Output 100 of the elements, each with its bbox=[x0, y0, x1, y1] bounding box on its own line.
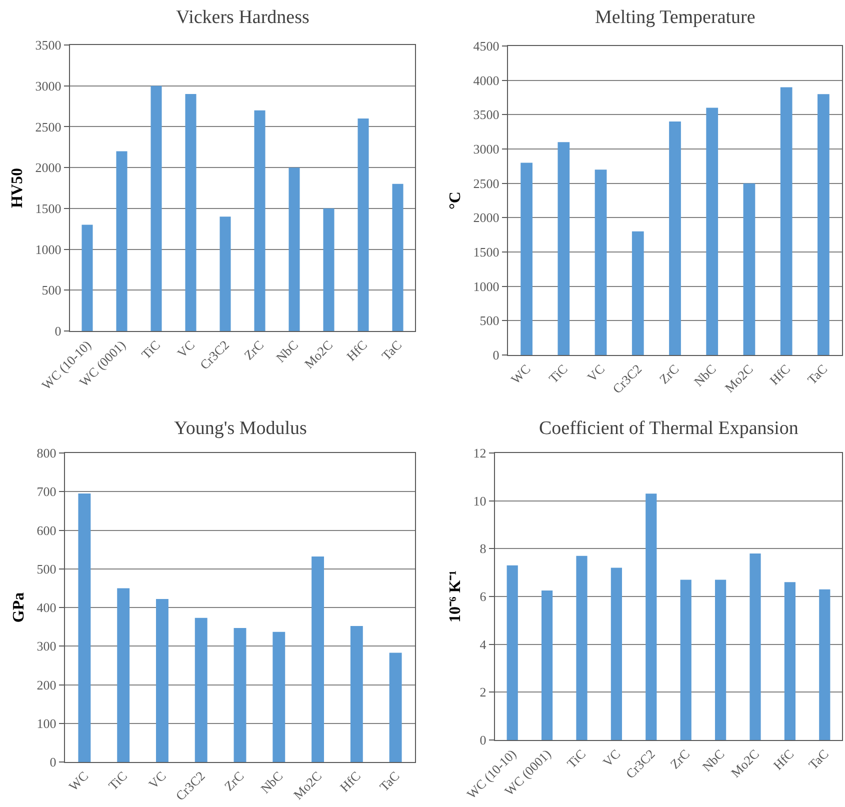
y-tick-label: 2500 bbox=[35, 119, 62, 134]
y-tick-label: 2500 bbox=[473, 176, 500, 191]
y-tick-label: 4000 bbox=[473, 72, 500, 88]
chart-title: Coefficient of Thermal Expansion bbox=[539, 418, 799, 439]
bar bbox=[610, 568, 622, 740]
x-tick-label: HfC bbox=[766, 361, 794, 388]
bar bbox=[234, 628, 246, 762]
y-tick-label: 4500 bbox=[473, 38, 500, 54]
y-tick-label: 500 bbox=[36, 561, 56, 576]
bar bbox=[150, 86, 162, 331]
x-tick-label: HfC bbox=[336, 768, 364, 795]
bar bbox=[594, 170, 607, 355]
y-tick-label: 300 bbox=[36, 638, 56, 654]
bar bbox=[646, 494, 657, 740]
y-tick-label: 10 bbox=[473, 493, 486, 508]
x-tick-label: TaC bbox=[806, 746, 832, 772]
chart-title: Vickers Hardness bbox=[176, 7, 310, 28]
y-tick-label: 2000 bbox=[473, 210, 500, 226]
y-tick-label: 1500 bbox=[35, 200, 62, 216]
chart-title: Melting Temperature bbox=[595, 7, 756, 28]
bar bbox=[520, 162, 532, 355]
x-tick-label: TaC bbox=[376, 768, 402, 794]
x-tick-label: TiC bbox=[546, 361, 570, 386]
y-tick-label: 200 bbox=[36, 677, 56, 692]
y-axis-title: 10⁻⁶ K⁻¹ bbox=[447, 570, 464, 623]
y-tick-label: 3000 bbox=[473, 142, 500, 157]
x-tick-label: HfC bbox=[344, 337, 370, 364]
y-tick-label: 0 bbox=[492, 348, 500, 363]
bar bbox=[254, 110, 266, 331]
y-tick-label: 12 bbox=[473, 446, 486, 461]
y-tick-label: 3000 bbox=[35, 78, 62, 94]
bar bbox=[312, 556, 324, 762]
bar bbox=[780, 87, 792, 355]
x-tick-label: ZrC bbox=[241, 337, 266, 363]
bar bbox=[156, 599, 168, 762]
bar bbox=[819, 589, 830, 740]
y-tick-label: 6 bbox=[480, 589, 487, 604]
bar bbox=[784, 582, 796, 740]
bar bbox=[632, 231, 644, 355]
bar bbox=[185, 94, 196, 331]
bar bbox=[818, 94, 830, 355]
bar bbox=[358, 118, 369, 331]
x-tick-label: VC bbox=[146, 768, 169, 792]
y-tick-label: 100 bbox=[36, 716, 56, 731]
bar bbox=[715, 580, 726, 740]
y-tick-label: 2000 bbox=[35, 160, 62, 176]
y-axis-title: °C bbox=[447, 192, 464, 210]
bar bbox=[116, 151, 128, 331]
y-tick-label: 500 bbox=[42, 282, 62, 298]
bar bbox=[389, 652, 402, 762]
y-tick-label: 600 bbox=[36, 522, 56, 538]
bar bbox=[542, 590, 553, 740]
y-tick-label: 800 bbox=[36, 446, 56, 461]
y-axis-title: GPa bbox=[10, 592, 28, 623]
x-tick-label: WC bbox=[66, 768, 92, 794]
y-tick-label: 1000 bbox=[473, 278, 500, 294]
x-tick-label: WC bbox=[508, 361, 534, 387]
bar bbox=[288, 168, 300, 331]
bar bbox=[323, 208, 334, 331]
x-tick-label: VC bbox=[600, 746, 624, 770]
chart-title: Young's Modulus bbox=[174, 418, 307, 439]
x-tick-label: ZrC bbox=[667, 746, 693, 772]
bar bbox=[743, 183, 756, 355]
x-tick-label: VC bbox=[174, 337, 198, 361]
y-tick-label: 1000 bbox=[35, 242, 62, 257]
bar bbox=[82, 224, 93, 331]
y-tick-label: 0 bbox=[480, 732, 486, 748]
y-tick-label: 3500 bbox=[473, 107, 500, 122]
bar bbox=[750, 553, 761, 740]
y-tick-label: 700 bbox=[36, 484, 56, 500]
bar bbox=[706, 108, 718, 355]
x-tick-label: TiC bbox=[138, 337, 163, 362]
x-tick-label: TaC bbox=[378, 337, 404, 364]
y-tick-label: 400 bbox=[36, 600, 56, 616]
x-tick-label: VC bbox=[584, 361, 608, 385]
bar bbox=[669, 122, 681, 355]
bar bbox=[680, 580, 692, 740]
x-tick-label: TaC bbox=[804, 361, 830, 388]
x-tick-label: HfC bbox=[770, 746, 797, 773]
bar bbox=[350, 626, 363, 762]
y-tick-label: 4 bbox=[480, 636, 487, 652]
x-tick-label: TiC bbox=[564, 746, 588, 771]
y-tick-label: 2 bbox=[480, 684, 486, 700]
y-axis-title: HV50 bbox=[9, 168, 26, 208]
bar bbox=[506, 565, 518, 740]
bar bbox=[220, 216, 231, 331]
y-tick-label: 3500 bbox=[35, 38, 62, 53]
bar bbox=[576, 556, 588, 740]
y-tick-label: 500 bbox=[480, 313, 500, 328]
bar bbox=[392, 184, 404, 331]
bar bbox=[78, 494, 91, 762]
bar bbox=[117, 588, 130, 762]
y-tick-label: 8 bbox=[480, 541, 486, 556]
x-tick-label: ZrC bbox=[656, 361, 682, 387]
y-tick-label: 0 bbox=[54, 324, 62, 339]
y-tick-label: 0 bbox=[50, 754, 56, 770]
y-tick-label: 1500 bbox=[473, 244, 500, 260]
bar bbox=[558, 142, 570, 355]
bar bbox=[194, 618, 208, 762]
bar bbox=[272, 632, 286, 762]
